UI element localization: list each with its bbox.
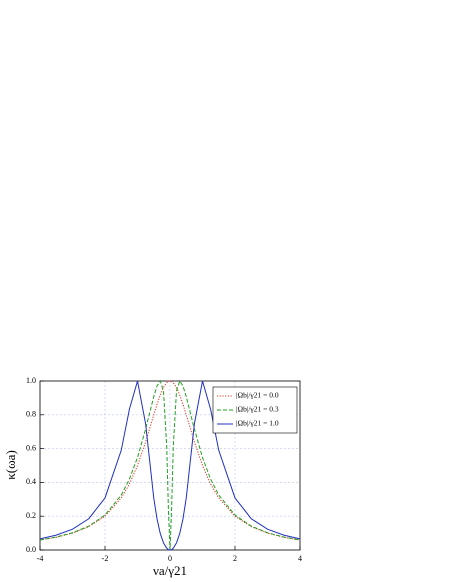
y-tick-label: 0.6 — [26, 443, 36, 452]
x-tick-label: -2 — [102, 554, 109, 563]
y-tick-label: 0.0 — [26, 545, 36, 554]
y-tick-label: 0.4 — [26, 477, 36, 486]
y-axis-label: κ(ωa) — [3, 450, 18, 480]
x-tick-label: 0 — [168, 554, 172, 563]
series-line — [39, 380, 301, 541]
y-tick-label: 0.2 — [26, 511, 36, 520]
legend-label: |Ωb|/γ21 = 0.0 — [236, 391, 279, 400]
y-tick-label: 1.0 — [26, 376, 36, 385]
x-tick-label: 4 — [298, 554, 302, 563]
series-line — [39, 380, 301, 551]
legend-label: |Ωb|/γ21 = 1.0 — [236, 419, 279, 428]
y-tick-label: 0.8 — [26, 410, 36, 419]
x-axis-label: νa/γ21 — [153, 563, 187, 578]
legend-label: |Ωb|/γ21 = 0.3 — [236, 405, 279, 414]
x-tick-label: 2 — [233, 554, 237, 563]
x-tick-label: -4 — [37, 554, 44, 563]
